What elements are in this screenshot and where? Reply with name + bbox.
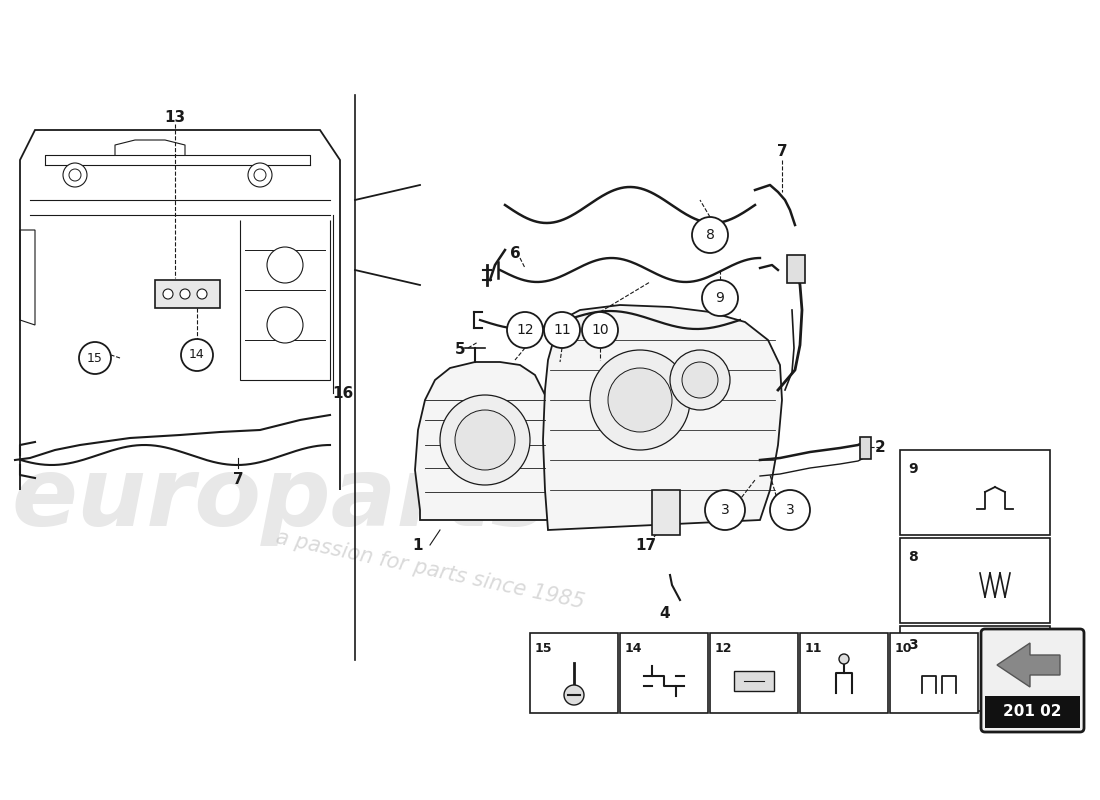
Text: 12: 12 — [715, 642, 733, 655]
Circle shape — [582, 312, 618, 348]
Circle shape — [692, 217, 728, 253]
Circle shape — [839, 654, 849, 664]
Circle shape — [702, 280, 738, 316]
FancyBboxPatch shape — [900, 538, 1050, 623]
Text: 12: 12 — [516, 323, 534, 337]
Text: 9: 9 — [716, 291, 725, 305]
Text: europarts: europarts — [11, 454, 549, 546]
Circle shape — [63, 163, 87, 187]
Circle shape — [440, 395, 530, 485]
FancyBboxPatch shape — [710, 633, 798, 713]
FancyBboxPatch shape — [890, 633, 978, 713]
Text: 14: 14 — [625, 642, 642, 655]
FancyBboxPatch shape — [734, 671, 774, 691]
Circle shape — [267, 307, 303, 343]
FancyBboxPatch shape — [800, 633, 888, 713]
Text: 5: 5 — [454, 342, 465, 358]
Text: 15: 15 — [87, 351, 103, 365]
Circle shape — [248, 163, 272, 187]
Text: 9: 9 — [908, 462, 917, 476]
Text: 201 02: 201 02 — [1003, 705, 1062, 719]
Polygon shape — [997, 643, 1060, 687]
FancyBboxPatch shape — [530, 633, 618, 713]
Text: 7: 7 — [777, 145, 788, 159]
Text: 8: 8 — [705, 228, 714, 242]
Text: 7: 7 — [233, 473, 243, 487]
FancyBboxPatch shape — [860, 437, 871, 459]
Circle shape — [544, 312, 580, 348]
FancyBboxPatch shape — [981, 629, 1084, 732]
FancyBboxPatch shape — [155, 280, 220, 308]
Polygon shape — [543, 305, 782, 530]
Text: 14: 14 — [189, 349, 205, 362]
Text: 3: 3 — [785, 503, 794, 517]
Text: 4: 4 — [660, 606, 670, 622]
Circle shape — [705, 490, 745, 530]
Circle shape — [79, 342, 111, 374]
Text: 16: 16 — [332, 386, 353, 401]
Text: 10: 10 — [895, 642, 913, 655]
Circle shape — [455, 410, 515, 470]
Circle shape — [590, 350, 690, 450]
Text: a passion for parts since 1985: a passion for parts since 1985 — [274, 527, 586, 613]
Text: 10: 10 — [591, 323, 608, 337]
Circle shape — [180, 289, 190, 299]
Text: 15: 15 — [535, 642, 552, 655]
Circle shape — [670, 350, 730, 410]
Circle shape — [182, 339, 213, 371]
FancyBboxPatch shape — [984, 696, 1080, 728]
Circle shape — [254, 169, 266, 181]
Circle shape — [69, 169, 81, 181]
Circle shape — [770, 490, 810, 530]
Polygon shape — [415, 362, 552, 520]
Text: 11: 11 — [805, 642, 823, 655]
Circle shape — [267, 247, 303, 283]
Circle shape — [163, 289, 173, 299]
FancyBboxPatch shape — [786, 255, 805, 283]
Text: 13: 13 — [164, 110, 186, 126]
Text: 6: 6 — [509, 246, 520, 261]
Text: 3: 3 — [720, 503, 729, 517]
Circle shape — [682, 362, 718, 398]
FancyBboxPatch shape — [620, 633, 708, 713]
Text: 17: 17 — [636, 538, 657, 553]
Text: 1: 1 — [412, 538, 424, 553]
Circle shape — [564, 685, 584, 705]
FancyBboxPatch shape — [652, 490, 680, 535]
Circle shape — [608, 368, 672, 432]
Text: 3: 3 — [908, 638, 917, 652]
Circle shape — [507, 312, 543, 348]
Text: 8: 8 — [908, 550, 917, 564]
FancyBboxPatch shape — [900, 450, 1050, 535]
Text: 2: 2 — [874, 439, 886, 454]
FancyBboxPatch shape — [900, 626, 1050, 711]
Text: 11: 11 — [553, 323, 571, 337]
Circle shape — [197, 289, 207, 299]
